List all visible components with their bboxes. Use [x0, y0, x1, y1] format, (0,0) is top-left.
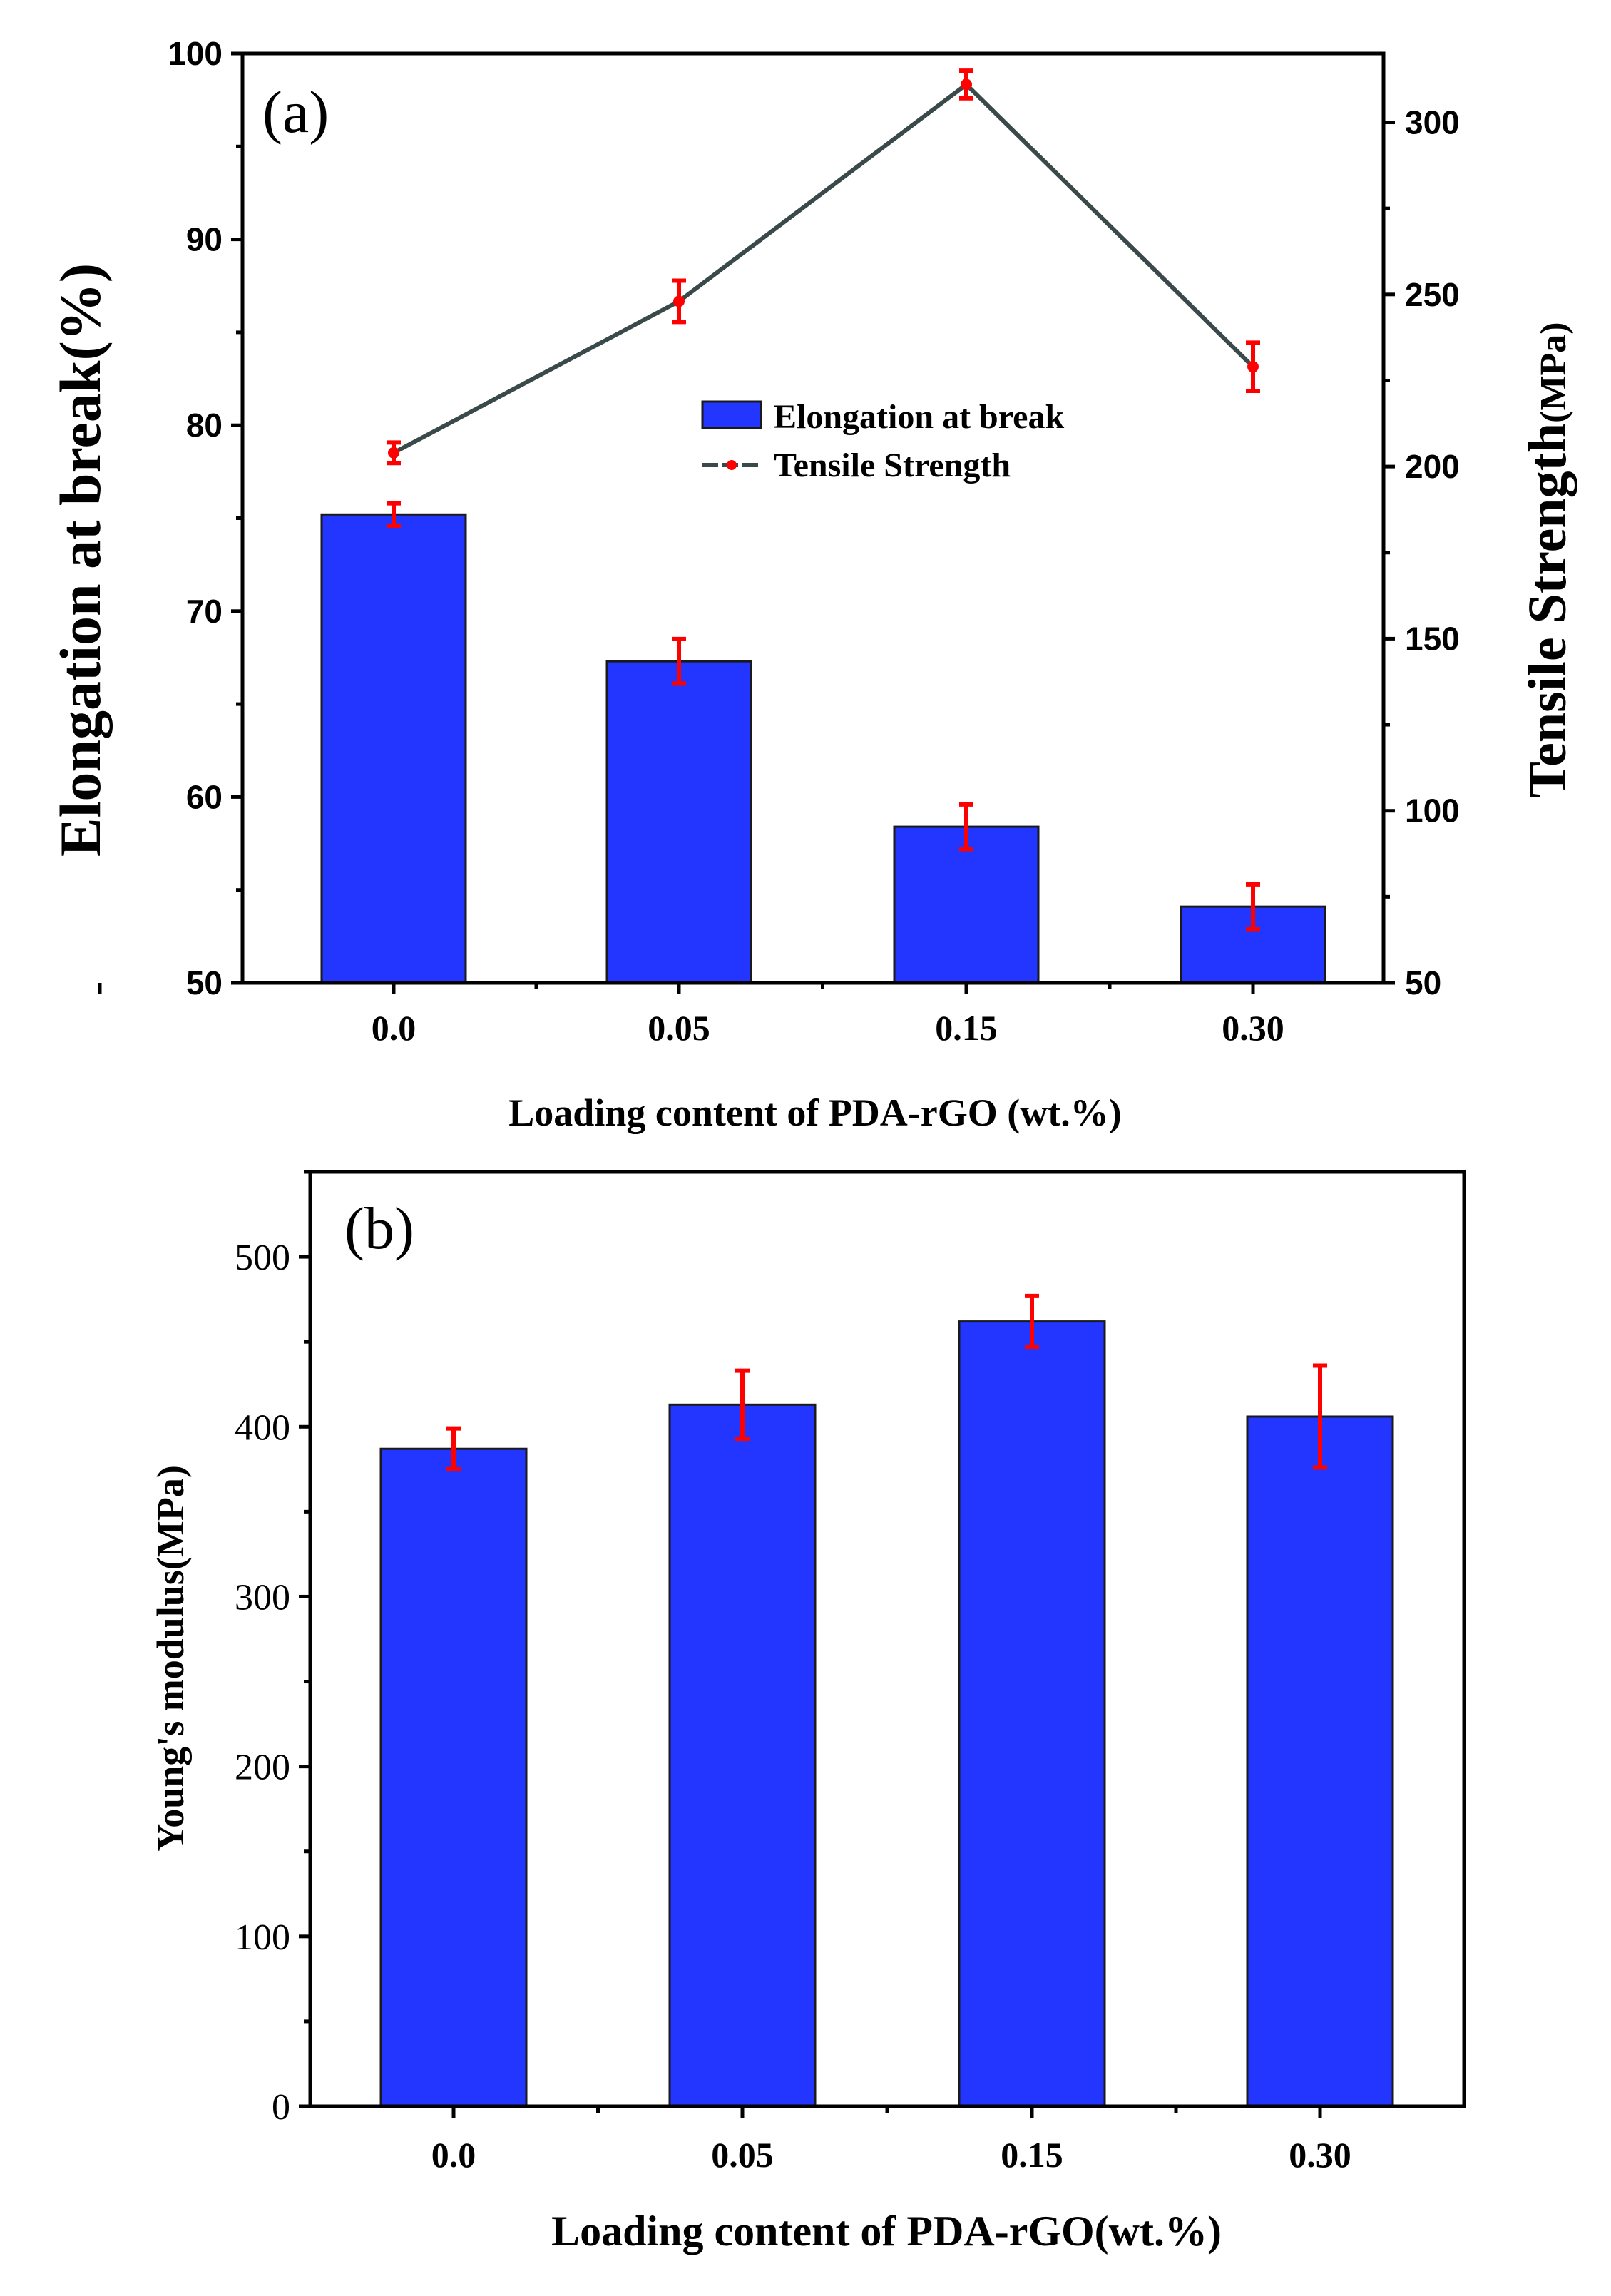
a-bar-0	[320, 513, 467, 984]
b-ylabel: Young's modulus(MPa)	[149, 1465, 192, 1852]
a-line-errors	[387, 68, 1260, 466]
a-xtick-label-0: 0.0	[372, 1008, 416, 1048]
a-ytick-right-label-2: 150	[1405, 620, 1460, 657]
panel-b-label: (b)	[344, 1195, 414, 1262]
a-ylabel-right-main: Tensile Strength	[1518, 423, 1577, 798]
a-line-point-2	[961, 78, 972, 91]
a-bar-errors	[387, 501, 1260, 932]
b-errors	[446, 1293, 1327, 1471]
b-bar-1	[668, 1403, 817, 2108]
a-ytick-left-label-2: 70	[186, 593, 223, 630]
a-ytick-right-label-0: 50	[1405, 964, 1441, 1001]
a-bar-error-3	[1246, 882, 1260, 932]
b-ytick-label-3: 300	[235, 1577, 290, 1618]
panel-a-label: (a)	[262, 79, 329, 146]
b-error-3	[1313, 1363, 1327, 1470]
b-ytick-label-4: 400	[235, 1407, 290, 1448]
b-yticks: 0 100 200 300 400 500	[235, 1170, 310, 2128]
b-error-1	[735, 1368, 750, 1441]
a-bar-1	[605, 660, 752, 984]
a-bar-error-1	[672, 636, 686, 686]
a-ylabel-right-unit: (MPa)	[1533, 322, 1574, 422]
a-line-point-3	[1247, 361, 1259, 373]
b-xtick-label-1: 0.05	[711, 2135, 774, 2175]
a-line-point-0	[388, 447, 399, 459]
b-xtick-label-0: 0.0	[431, 2135, 476, 2175]
a-ytick-left-label-5: 100	[168, 35, 223, 72]
a-xlabel: Loading content of PDA-rGO (wt.%)	[508, 1091, 1121, 1134]
a-bar-error-2	[959, 802, 973, 852]
a-bar-error-0	[387, 501, 401, 528]
legend-bar-swatch	[701, 400, 762, 429]
legend-line-label: Tensile Strength	[774, 447, 1011, 484]
a-tensile-line	[392, 81, 1255, 455]
a-bar-2	[893, 825, 1040, 984]
b-error-0	[446, 1426, 461, 1471]
a-ytick-right-label-3: 200	[1405, 448, 1460, 485]
a-ylabel-left: Elongation at break(%)	[48, 263, 113, 857]
a-ytick-left-label-1: 60	[186, 778, 223, 815]
a-ytick-left-label-3: 80	[186, 407, 223, 444]
b-xlabel: Loading content of PDA-rGO(wt.%)	[551, 2208, 1222, 2255]
legend-a: Elongation at break Tensile Strength	[701, 398, 1064, 484]
a-line-point-1	[673, 295, 685, 307]
b-error-2	[1025, 1293, 1039, 1349]
a-line	[392, 81, 1255, 455]
b-xtick-label-2: 0.15	[1001, 2135, 1063, 2175]
b-ytick-label-2: 200	[235, 1747, 290, 1788]
a-ytick-right-label-4: 250	[1405, 276, 1460, 313]
b-ytick-label-1: 100	[235, 1917, 290, 1958]
b-ytick-label-5: 500	[235, 1238, 290, 1278]
a-ytick-right-label-1: 100	[1405, 792, 1460, 830]
legend-bar-label: Elongation at break	[774, 398, 1064, 436]
a-yticks-left: 50 60 70 80 90 100	[168, 35, 242, 1001]
legend-line-marker	[727, 460, 737, 470]
a-ytick-left-label-0: 50	[186, 964, 223, 1001]
a-xticks: 0.0 0.05 0.15 0.30	[98, 983, 1284, 1048]
panel-b: 0 100 200 300 400 500 0.0 0.05 0.15 0.30 (b) You…	[149, 1170, 1466, 2255]
b-bar-2	[958, 1320, 1106, 2108]
a-xtick-label-1: 0.05	[648, 1008, 710, 1048]
a-bars	[320, 513, 1326, 984]
a-ylabel-right: Tensile Strength(MPa)	[1518, 322, 1577, 797]
b-bar-3	[1246, 1415, 1394, 2108]
a-xtick-label-3: 0.30	[1222, 1008, 1284, 1048]
b-bars	[379, 1320, 1394, 2108]
a-ytick-right-label-5: 300	[1405, 104, 1460, 141]
b-ytick-label-0: 0	[272, 2087, 290, 2128]
a-ytick-left-label-4: 90	[186, 221, 223, 258]
b-bar-0	[379, 1447, 528, 2108]
b-xticks: 0.0 0.05 0.15 0.30	[431, 2106, 1351, 2175]
a-xtick-label-2: 0.15	[935, 1008, 998, 1048]
b-xtick-label-3: 0.30	[1289, 2135, 1351, 2175]
a-yticks-right: 50 100 150 200 250 300	[1384, 104, 1460, 1001]
